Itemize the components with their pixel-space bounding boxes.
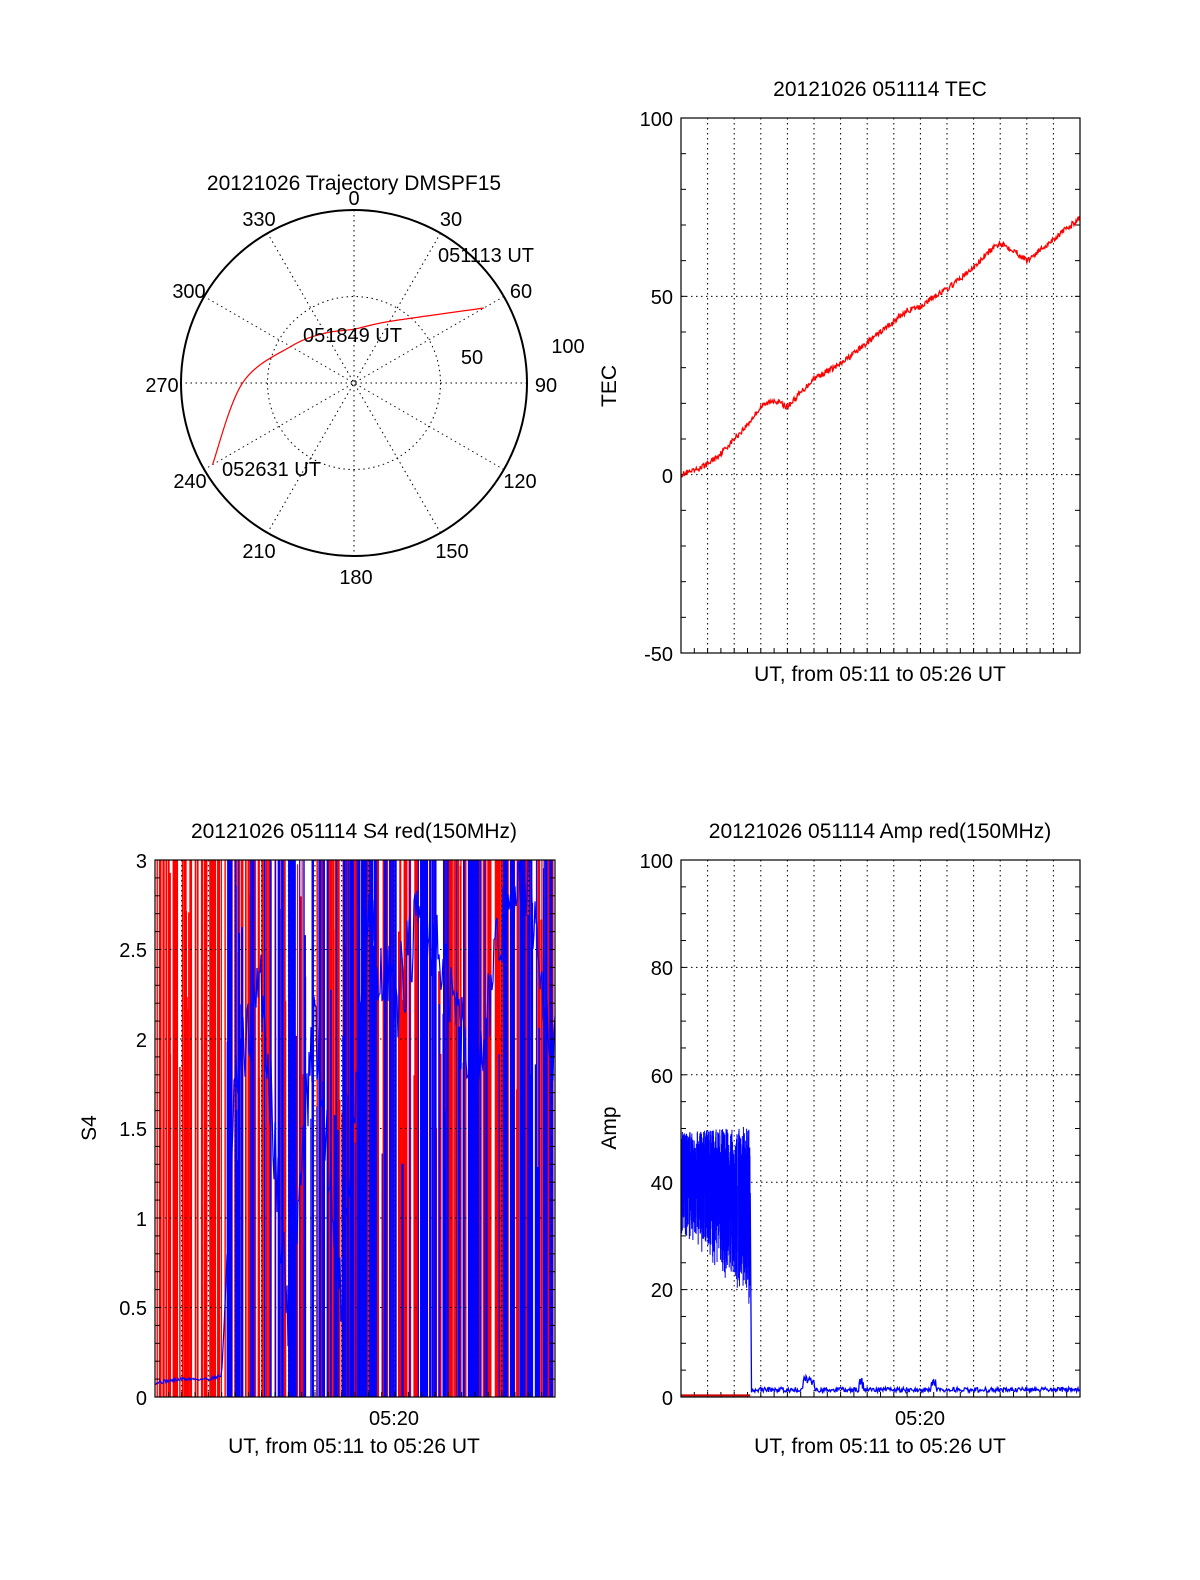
polar-angle-label-30: 30 — [440, 209, 462, 231]
s4-blue-series-line — [154, 861, 556, 1386]
tec-ytick-100: 100 — [640, 109, 673, 131]
amp-title: 20121026 051114 Amp red(150MHz) — [709, 820, 1051, 843]
s4-title: 20121026 051114 S4 red(150MHz) — [191, 820, 517, 843]
tec-ytick-50: 50 — [651, 287, 673, 309]
s4-blue-spikes — [226, 860, 554, 1397]
tec-y-tick-labels: 100 50 0 -50 — [640, 109, 673, 666]
tec-title: 20121026 051114 TEC — [773, 78, 987, 101]
amp-y-tick-labels: 100 80 60 40 20 0 — [640, 851, 673, 1410]
s4-ytick-2-5: 2.5 — [119, 940, 147, 962]
polar-spoke — [203, 296, 505, 470]
polar-angle-label-240: 240 — [173, 471, 206, 493]
s4-ylabel: S4 — [78, 1115, 101, 1141]
tec-xlabel: UT, from 05:11 to 05:26 UT — [754, 663, 1006, 686]
s4-ytick-3: 3 — [136, 851, 147, 873]
tec-grid — [681, 118, 1080, 653]
tec-ylabel: TEC — [598, 365, 621, 407]
trajectory-end-time: 052631 UT — [222, 459, 321, 481]
amp-ytick-80: 80 — [651, 958, 673, 980]
amp-blue-series-line — [749, 1192, 1081, 1395]
trajectory-mid-time: 051849 UT — [303, 325, 402, 347]
amp-blue-noise — [680, 1126, 751, 1304]
polar-spoke — [267, 232, 441, 534]
polar-angle-label-300: 300 — [172, 281, 205, 303]
amp-ytick-60: 60 — [651, 1066, 673, 1088]
polar-spoke — [267, 232, 441, 534]
s4-y-tick-labels: 3 2.5 2 1.5 1 0.5 0 — [119, 851, 147, 1410]
polar-angle-label-150: 150 — [435, 541, 468, 563]
polar-angle-label-330: 330 — [242, 209, 275, 231]
s4-chart: 20121026 051114 S4 red(150MHz) 3 2.5 2 1… — [78, 820, 556, 1458]
amp-grid — [681, 860, 1080, 1397]
polar-title: 20121026 Trajectory DMSPF15 — [207, 172, 501, 195]
s4-ytick-0-5: 0.5 — [119, 1298, 147, 1320]
amp-ytick-40: 40 — [651, 1173, 673, 1195]
polar-grid — [180, 209, 528, 557]
polar-angle-labels: 0 30 60 90 120 150 180 210 240 270 300 330 — [145, 188, 557, 589]
polar-trajectory-chart: 20121026 Trajectory DMSPF15 0 30 60 90 120 15… — [145, 172, 584, 589]
tec-chart: 20121026 051114 TEC 100 50 0 -50 TEC UT,… — [598, 78, 1081, 686]
polar-angle-label-180: 180 — [339, 567, 372, 589]
amp-chart: 20121026 051114 Amp red(150MHz) 100 80 6… — [598, 820, 1081, 1458]
polar-radial-label-50: 50 — [461, 347, 483, 369]
amp-ylabel: Amp — [598, 1106, 621, 1149]
s4-plot-frame — [154, 859, 556, 1398]
polar-radial-label-100: 100 — [551, 336, 584, 358]
polar-spoke — [203, 296, 505, 470]
trajectory-line — [211, 307, 484, 465]
s4-xlabel: UT, from 05:11 to 05:26 UT — [228, 1435, 480, 1458]
amp-ytick-100: 100 — [640, 851, 673, 873]
polar-inner-circle — [267, 296, 441, 470]
polar-angle-label-120: 120 — [503, 471, 536, 493]
tec-ytick-0: 0 — [662, 466, 673, 488]
trajectory-start-time: 051113 UT — [438, 245, 534, 267]
amp-xtick-0520: 05:20 — [895, 1408, 945, 1430]
s4-ytick-2: 2 — [136, 1030, 147, 1052]
s4-ytick-1: 1 — [136, 1209, 147, 1231]
amp-minor-ticks — [681, 886, 1080, 1397]
polar-angle-label-270: 270 — [145, 375, 178, 397]
amp-ytick-20: 20 — [651, 1280, 673, 1302]
tec-series-line — [680, 216, 1081, 478]
s4-minor-ticks — [155, 877, 555, 1397]
polar-angle-label-0: 0 — [348, 188, 359, 210]
polar-angle-label-60: 60 — [510, 281, 532, 303]
s4-ytick-0: 0 — [136, 1388, 147, 1410]
amp-xlabel: UT, from 05:11 to 05:26 UT — [754, 1435, 1006, 1458]
tec-minor-ticks — [681, 153, 1080, 653]
tec-ytick-minus50: -50 — [644, 644, 673, 666]
s4-xtick-0520: 05:20 — [369, 1408, 419, 1430]
amp-plot-frame — [680, 859, 1081, 1398]
polar-angle-label-90: 90 — [535, 375, 557, 397]
polar-angle-label-210: 210 — [242, 541, 275, 563]
amp-ytick-0: 0 — [662, 1388, 673, 1410]
s4-ytick-1-5: 1.5 — [119, 1119, 147, 1141]
tec-plot-frame — [680, 117, 1081, 654]
